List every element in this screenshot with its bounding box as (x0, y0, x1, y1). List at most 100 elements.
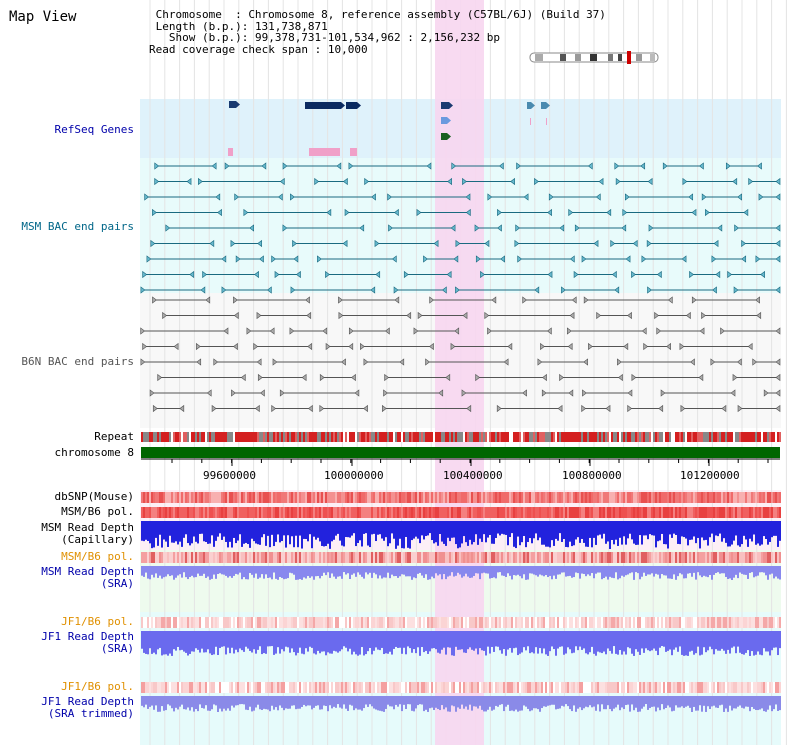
dbsnp-heat-cell (723, 492, 725, 503)
msm-b6-pol-sra-heat-cell (677, 552, 679, 563)
repeat-cell (367, 432, 369, 442)
jf1-b6-pol-trimmed-heat-cell (671, 682, 673, 693)
msm-b6-pol-heat-cell (279, 507, 281, 518)
jf1-sra-depth-bar (277, 631, 279, 647)
jf1-trimmed-depth-bar (237, 696, 239, 705)
msm-b6-pol-heat-cell (619, 507, 621, 518)
jf1-sra-depth-bar (585, 631, 587, 653)
jf1-b6-pol-trimmed-label[interactable]: JF1/B6 pol. (61, 681, 134, 693)
dbsnp-heat-cell (191, 492, 193, 503)
jf1-b6-pol-trimmed-heat-cell (299, 682, 301, 693)
msm-b6-pol-label[interactable]: MSM/B6 pol. (61, 506, 134, 518)
msm-capillary-depth-bar (501, 521, 503, 534)
msm-sra-depth-bar (199, 566, 201, 576)
msm-b6-pol-heat-cell (635, 507, 637, 518)
repeat-cell (273, 432, 275, 442)
msm-capillary-depth-bar (695, 521, 697, 543)
msm-b6-pol-heat-cell (587, 507, 589, 518)
repeat-cell (615, 432, 617, 442)
msm-b6-pol-sra-heat-cell (213, 552, 215, 563)
repeat-cell (577, 432, 579, 442)
msm-sra-depth-bar (221, 566, 223, 574)
msm-capillary-depth-bar (201, 521, 203, 534)
refseq-genes-label[interactable]: RefSeq Genes (55, 124, 134, 136)
jf1-b6-pol-trimmed-heat-cell (499, 682, 501, 693)
msm-sra-depth-bar (613, 566, 615, 578)
jf1-trimmed-depth-bar (211, 696, 213, 709)
msm-sra-depth-bar (475, 566, 477, 573)
msm-b6-pol-sra-heat-cell (201, 552, 203, 563)
msm-b6-pol-sra-heat-cell (427, 552, 429, 563)
jf1-b6-pol-heat-cell (675, 617, 677, 628)
jf1-sra-depth-bar (259, 631, 261, 646)
repeat-cell (611, 432, 613, 442)
msm-depth-capillary-label[interactable]: MSM Read Depth (Capillary) (41, 522, 134, 546)
jf1-sra-depth-bar (619, 631, 621, 650)
msm-sra-depth-bar (743, 566, 745, 575)
jf1-sra-depth-bar (405, 631, 407, 654)
msm-capillary-depth-bar (387, 521, 389, 546)
jf1-trimmed-depth-bar (303, 696, 305, 705)
msm-sra-depth-bar (155, 566, 157, 573)
dbsnp-heat-cell (743, 492, 745, 503)
dbsnp-label[interactable]: dbSNP(Mouse) (55, 491, 134, 503)
jf1-b6-pol-trimmed-heat-cell (723, 682, 725, 693)
msm-capillary-depth-bar (333, 521, 335, 540)
dbsnp-heat-cell (697, 492, 699, 503)
repeat-cell (279, 432, 281, 442)
msm-b6-pol-sra-heat-cell (347, 552, 349, 563)
msm-b6-pol-sra-heat-cell (763, 552, 765, 563)
repeat-cell (141, 432, 143, 442)
dbsnp-heat-cell (257, 492, 259, 503)
jf1-b6-pol-trimmed-heat-cell (329, 682, 331, 693)
msm-b6-pol-sra-heat-cell (599, 552, 601, 563)
repeat-cell (515, 432, 517, 442)
jf1-trimmed-depth-bar (451, 696, 453, 705)
refseq-transcript-box (350, 148, 357, 156)
jf1-b6-pol-trimmed-heat-cell (371, 682, 373, 693)
jf1-b6-pol-trimmed-heat-cell (711, 682, 713, 693)
jf1-trimmed-depth-bar (507, 696, 509, 705)
dbsnp-heat-cell (295, 492, 297, 503)
jf1-sra-depth-bar (297, 631, 299, 653)
msm-capillary-depth-bar (759, 521, 761, 546)
msm-sra-depth-bar (303, 566, 305, 577)
jf1-sra-depth-bar (507, 631, 509, 650)
jf1-trimmed-depth-bar (617, 696, 619, 705)
jf1-b6-pol-heat-cell (559, 617, 561, 628)
jf1-sra-depth-bar (271, 631, 273, 646)
jf1-sra-depth-bar (211, 631, 213, 655)
dbsnp-heat-cell (337, 492, 339, 503)
jf1-depth-trimmed-label[interactable]: JF1 Read Depth (SRA trimmed) (41, 696, 134, 720)
msm-bac-label[interactable]: MSM BAC end pairs (21, 221, 134, 233)
jf1-depth-sra-label[interactable]: JF1 Read Depth (SRA) (41, 631, 134, 655)
dbsnp-heat-cell (409, 492, 411, 503)
jf1-b6-pol-label[interactable]: JF1/B6 pol. (61, 616, 134, 628)
msm-sra-depth-bar (677, 566, 679, 576)
msm-capillary-depth-bar (407, 521, 409, 548)
msm-b6-pol-heat-cell (405, 507, 407, 518)
b6n-bac-label[interactable]: B6N BAC end pairs (21, 356, 134, 368)
jf1-b6-pol-trimmed-heat-cell (523, 682, 525, 693)
jf1-b6-pol-trimmed-heat-cell (467, 682, 469, 693)
msm-sra-depth-bar (551, 566, 553, 579)
msm-sra-depth-bar (777, 566, 779, 579)
jf1-sra-depth-bar (483, 631, 485, 651)
jf1-trimmed-depth-bar (737, 696, 739, 707)
jf1-b6-pol-heat-cell (223, 617, 225, 628)
repeat-cell (757, 432, 759, 442)
jf1-trimmed-depth-bar (679, 696, 681, 707)
dbsnp-heat-cell (691, 492, 693, 503)
msm-depth-sra-label[interactable]: MSM Read Depth (SRA) (41, 566, 134, 590)
jf1-b6-pol-trimmed-heat-cell (583, 682, 585, 693)
jf1-b6-pol-heat-cell (319, 617, 321, 628)
jf1-b6-pol-trimmed-heat-cell (653, 682, 655, 693)
msm-capillary-depth-bar (317, 521, 319, 538)
msm-b6-pol-sra-heat-cell (141, 552, 143, 563)
jf1-b6-pol-trimmed-heat-cell (341, 682, 343, 693)
msm-sra-depth-bar (215, 566, 217, 579)
dbsnp-heat-cell (531, 492, 533, 503)
msm-b6-pol-heat-cell (301, 507, 303, 518)
msm-b6-pol-sra-label[interactable]: MSM/B6 pol. (61, 551, 134, 563)
jf1-b6-pol-heat-cell (727, 617, 729, 628)
